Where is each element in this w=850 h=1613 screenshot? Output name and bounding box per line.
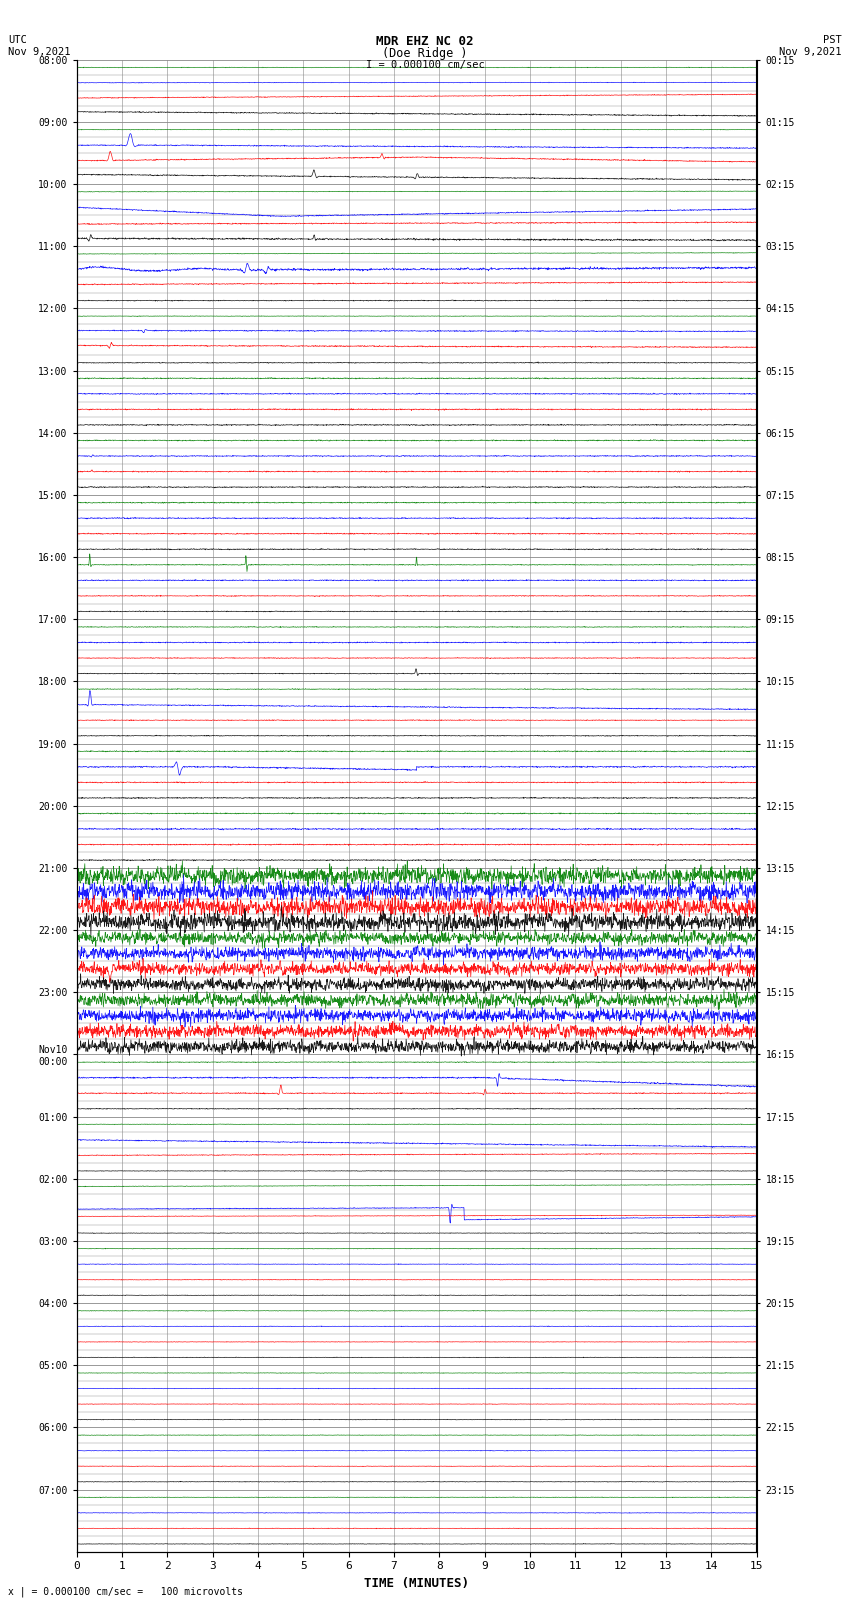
X-axis label: TIME (MINUTES): TIME (MINUTES) [364,1578,469,1590]
Text: UTC
Nov 9,2021: UTC Nov 9,2021 [8,35,71,56]
Text: MDR EHZ NC 02: MDR EHZ NC 02 [377,35,473,48]
Text: PST
Nov 9,2021: PST Nov 9,2021 [779,35,842,56]
Text: I = 0.000100 cm/sec: I = 0.000100 cm/sec [366,60,484,69]
Text: (Doe Ridge ): (Doe Ridge ) [382,47,468,60]
Text: x | = 0.000100 cm/sec =   100 microvolts: x | = 0.000100 cm/sec = 100 microvolts [8,1586,243,1597]
